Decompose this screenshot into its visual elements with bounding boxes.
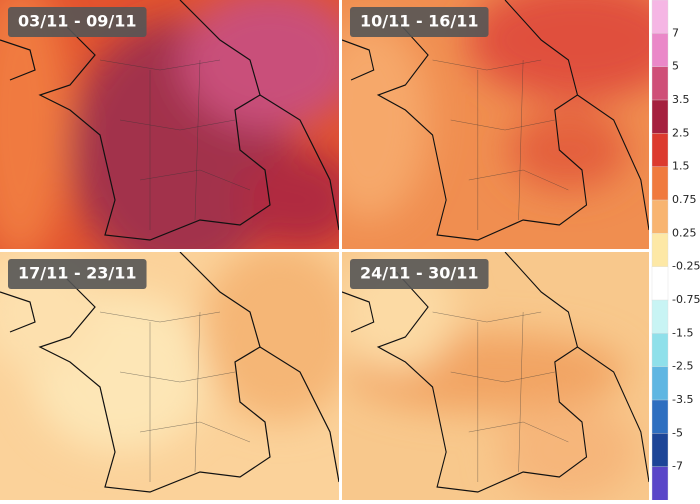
panel-label-box	[8, 259, 147, 289]
legend-label: 5	[672, 60, 679, 73]
anomaly-area	[0, 0, 70, 249]
legend-label: 0.75	[672, 193, 697, 206]
anomaly-area	[200, 252, 339, 422]
legend-swatch	[651, 333, 669, 368]
map-panel	[342, 252, 649, 500]
legend-label: -0.25	[672, 260, 700, 273]
coastline	[342, 39, 649, 231]
legend-swatch	[651, 366, 669, 401]
panel-label-box	[350, 259, 489, 289]
legend-swatch	[651, 0, 669, 35]
legend-swatch	[651, 99, 669, 135]
legend-swatch	[651, 299, 669, 335]
map-panel	[0, 252, 339, 500]
panel-label-box	[350, 7, 489, 37]
coastline	[0, 39, 339, 231]
coastline	[376, 0, 588, 241]
legend-swatch	[651, 399, 669, 435]
anomaly-area	[342, 20, 430, 220]
legend-label: 3.5	[672, 93, 690, 106]
panel-label: 03/11 - 09/11	[18, 12, 137, 31]
legend-label: -3.5	[672, 393, 693, 406]
legend-label: -1.5	[672, 326, 693, 339]
coastline	[38, 252, 271, 493]
legend-label: -0.75	[672, 293, 700, 306]
map-panel	[342, 0, 649, 249]
coastline	[38, 0, 271, 241]
legend-label: 2.5	[672, 126, 690, 139]
panel-label: 10/11 - 16/11	[360, 12, 479, 31]
legend-swatch	[651, 133, 669, 168]
map-panel	[0, 0, 339, 249]
legend-swatch	[651, 66, 669, 101]
anomaly-field	[0, 0, 339, 249]
legend-label: -5	[672, 426, 683, 439]
region-borders	[432, 311, 569, 482]
region-borders	[99, 59, 251, 230]
coastline	[342, 291, 649, 483]
region-borders	[99, 311, 251, 482]
coastline	[376, 252, 588, 493]
legend-swatch	[651, 166, 669, 201]
legend-swatch	[651, 233, 669, 268]
anomaly-area	[508, 110, 629, 190]
legend-swatch	[651, 433, 669, 468]
legend-label: -7	[672, 460, 683, 473]
anomaly-area	[240, 150, 339, 249]
region-borders	[432, 59, 569, 230]
panel-label: 24/11 - 30/11	[360, 264, 479, 283]
legend-label: 1.5	[672, 160, 690, 173]
legend-label: 7	[672, 26, 679, 39]
legend-swatch	[651, 266, 669, 301]
anomaly-field	[342, 0, 649, 220]
anomaly-area	[467, 0, 649, 100]
anomaly-field	[342, 252, 639, 500]
coastline	[0, 291, 339, 483]
anomaly-area	[180, 0, 339, 130]
legend-swatch	[651, 199, 669, 235]
panel-label-box	[8, 7, 147, 37]
legend-label: 0.25	[672, 226, 697, 239]
legend-swatch	[651, 466, 669, 501]
legend-swatch	[651, 33, 669, 68]
legend-label: -2.5	[672, 360, 693, 373]
panel-label: 17/11 - 23/11	[18, 264, 137, 283]
